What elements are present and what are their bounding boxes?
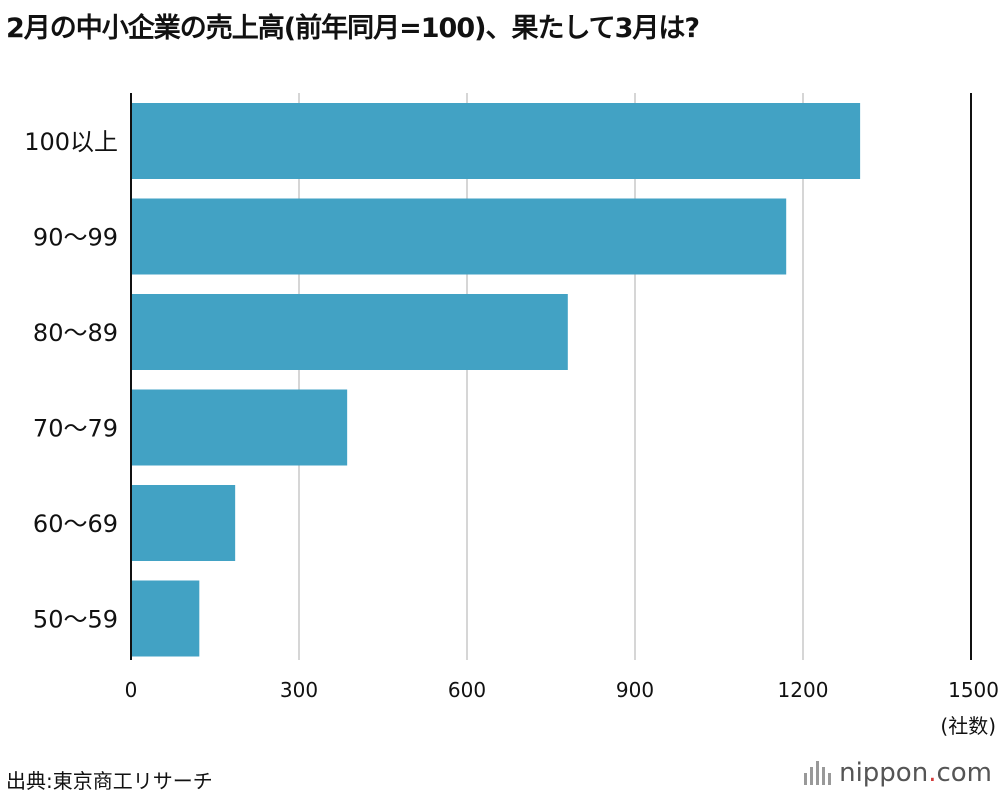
chart-title: 2月の中小企業の売上高(前年同月=100)、果たして3月は? [6, 13, 700, 44]
brand-suffix: com [936, 758, 992, 788]
y-category-label: 90〜99 [33, 224, 118, 252]
x-tick-label: 0 [125, 678, 138, 702]
y-category-label: 80〜89 [33, 319, 118, 347]
brand-logo: nippon. com [804, 758, 992, 788]
y-category-label: 100以上 [24, 128, 118, 156]
x-tick-label: 600 [448, 678, 486, 702]
bars [131, 103, 861, 657]
x-tick-label: 1200 [778, 678, 829, 702]
x-tick-label: 900 [616, 678, 654, 702]
x-axis-unit-label: (社数) [940, 714, 996, 738]
axes [130, 93, 972, 660]
bar [131, 103, 861, 179]
source-note: 出典:東京商工リサーチ [6, 769, 213, 793]
x-tick-label: 300 [280, 678, 318, 702]
grid-lines [298, 93, 804, 660]
y-category-label: 70〜79 [33, 415, 118, 443]
brand-dot: . [928, 758, 937, 788]
bar [131, 294, 568, 370]
bar [131, 198, 787, 275]
bar [131, 485, 236, 561]
y-category-label: 60〜69 [33, 510, 118, 538]
x-tick-label: 1500 [948, 678, 999, 702]
bar [131, 389, 348, 466]
brand-bars-icon [804, 761, 832, 785]
y-category-label: 50〜59 [33, 606, 118, 634]
bar [131, 580, 200, 657]
labels: 0 300 600 900 1200 1500 100以上 90〜99 80〜89 70〜79 60… [24, 128, 999, 738]
brand-name: nippon [839, 758, 929, 788]
